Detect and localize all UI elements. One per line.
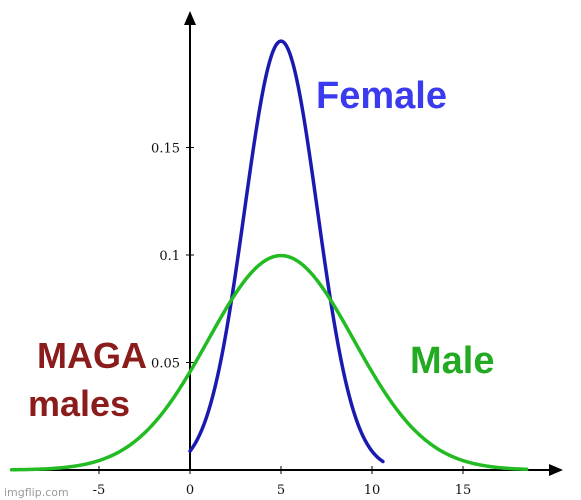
x-tick-label: 0: [186, 483, 194, 498]
y-tick-label: 0.15: [151, 142, 180, 157]
x-axis-arrow: [549, 464, 563, 476]
series-male-line: [9, 253, 529, 472]
x-tick-label: 15: [455, 483, 472, 498]
y-tick-label: 0.05: [151, 357, 180, 372]
x-tick-label: -5: [93, 483, 106, 498]
female-label: Female: [316, 75, 447, 117]
x-tick-label: 10: [364, 483, 381, 498]
maga-label-line1: MAGA: [37, 335, 147, 376]
x-tick-label: 5: [277, 483, 285, 498]
maga-label-line2: males: [28, 383, 130, 424]
series-female-line: [188, 39, 385, 464]
male-label: Male: [410, 340, 494, 382]
series-layer: [9, 39, 529, 472]
watermark: imgflip.com: [4, 486, 69, 499]
ticks: -5 0 5 10 15 0.05 0.1 0.15: [93, 142, 472, 499]
y-tick-label: 0.1: [159, 249, 180, 264]
y-axis-arrow: [184, 11, 196, 25]
